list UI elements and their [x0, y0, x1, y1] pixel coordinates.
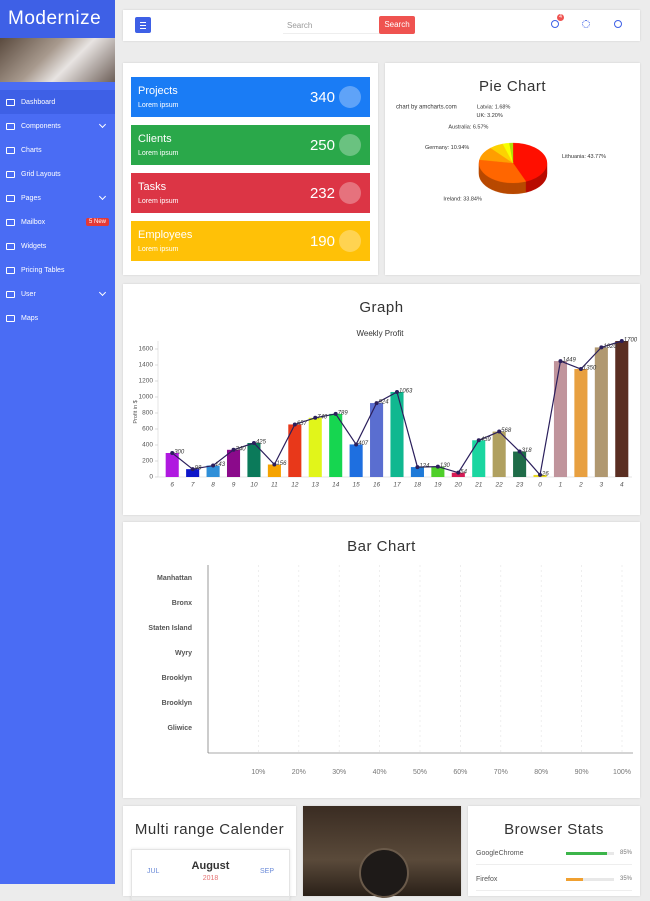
stat-icon [339, 182, 361, 204]
menu-label: Pages [21, 194, 41, 202]
avatar [359, 848, 409, 898]
stat-value: 190 [309, 233, 335, 250]
menu-label: Dashboard [21, 98, 56, 106]
bar-card: Bar Chart [123, 522, 640, 798]
search-input[interactable]: Search [283, 18, 381, 34]
menu-item[interactable]: Charts [0, 138, 115, 162]
topbar: Search Search 4 [123, 10, 640, 41]
divider [476, 890, 632, 891]
menu-button[interactable] [135, 17, 151, 33]
stat-title: Projects [138, 85, 178, 97]
stat-title: Tasks [138, 181, 167, 193]
browser-value: 35% [620, 876, 633, 882]
brand[interactable]: Modernize [0, 0, 115, 38]
stat-value: 250 [309, 137, 335, 154]
menu-label: Pricing Tables [21, 266, 65, 274]
stat-card: Tasks Lorem ipsum 232 [131, 173, 370, 213]
menu-label: Charts [21, 146, 42, 154]
stat-card: Projects Lorem ipsum 340 [131, 77, 370, 117]
pie-card: Pie Chart [385, 63, 640, 275]
stat-title: Employees [138, 229, 193, 241]
progress-bar [566, 878, 583, 881]
stat-value: 340 [309, 89, 335, 106]
browser-name: Firefox [476, 876, 498, 883]
menu-label: Grid Layouts [21, 170, 61, 178]
stat-title: Clients [138, 133, 172, 145]
browser-name: GoogleChrome [476, 850, 524, 857]
progress-track [566, 878, 614, 881]
browser-card: Browser Stats GoogleChrome 85% Firefox 35% [468, 806, 640, 896]
card-title: Pie Chart [478, 78, 547, 95]
card-title: Multi range Calender [134, 821, 285, 838]
menu: Dashboard Components Charts Grid Layouts… [0, 90, 115, 330]
stat-subtitle: Lorem ipsum [138, 102, 179, 109]
stat-icon [339, 86, 361, 108]
calendar-card: Multi range Calender JUL August 2018 SEP [123, 806, 296, 901]
stat-value: 232 [309, 185, 335, 202]
menu-item[interactable]: Grid Layouts [0, 162, 115, 186]
browser-value: 85% [620, 850, 633, 856]
sidebar-image [0, 38, 115, 82]
menu-item[interactable]: Pricing Tables [0, 258, 115, 282]
menu-label: Maps [21, 314, 39, 322]
menu-label: User [21, 290, 36, 298]
menu-label: Mailbox [21, 218, 46, 226]
menu-item[interactable]: User [0, 282, 115, 306]
calendar: JUL August 2018 SEP [131, 849, 290, 901]
photo-card [303, 806, 461, 898]
stat-icon [339, 230, 361, 252]
menu-item[interactable]: Dashboard [0, 90, 115, 114]
menu-item[interactable]: Maps [0, 306, 115, 330]
divider [476, 864, 632, 865]
month: August [191, 860, 230, 872]
stat-card: Employees Lorem ipsum 190 [131, 221, 370, 261]
bell-icon[interactable] [551, 20, 559, 28]
menu-label: Widgets [21, 242, 47, 250]
progress-track [566, 852, 614, 855]
stat-subtitle: Lorem ipsum [138, 150, 179, 157]
search-button[interactable]: Search [379, 16, 415, 34]
prev-month[interactable]: JUL [147, 868, 160, 875]
menu-label: Components [21, 122, 61, 130]
next-month[interactable]: SEP [259, 868, 274, 875]
progress-bar [566, 852, 607, 855]
notification-badge: 4 [557, 14, 564, 21]
year: 2018 [202, 875, 219, 882]
sidebar: Modernize Dashboard Components Charts Gr… [0, 0, 115, 884]
badge: 5 New [85, 218, 109, 226]
card-title: Browser Stats [504, 821, 604, 838]
menu-item[interactable]: Widgets [0, 234, 115, 258]
graph-card: Graph [123, 284, 640, 515]
refresh-icon[interactable] [582, 20, 590, 28]
menu-item[interactable]: Pages [0, 186, 115, 210]
stat-subtitle: Lorem ipsum [138, 246, 179, 253]
stat-icon [339, 134, 361, 156]
user-icon[interactable] [614, 20, 622, 28]
stats-card: Projects Lorem ipsum 340 Clients Lorem ipsum… [123, 63, 378, 275]
card-title: Graph [359, 299, 404, 316]
menu-item[interactable]: Mailbox 5 New [0, 210, 115, 234]
card-title: Bar Chart [347, 538, 416, 555]
stat-card: Clients Lorem ipsum 250 [131, 125, 370, 165]
menu-item[interactable]: Components [0, 114, 115, 138]
stat-subtitle: Lorem ipsum [138, 198, 179, 205]
